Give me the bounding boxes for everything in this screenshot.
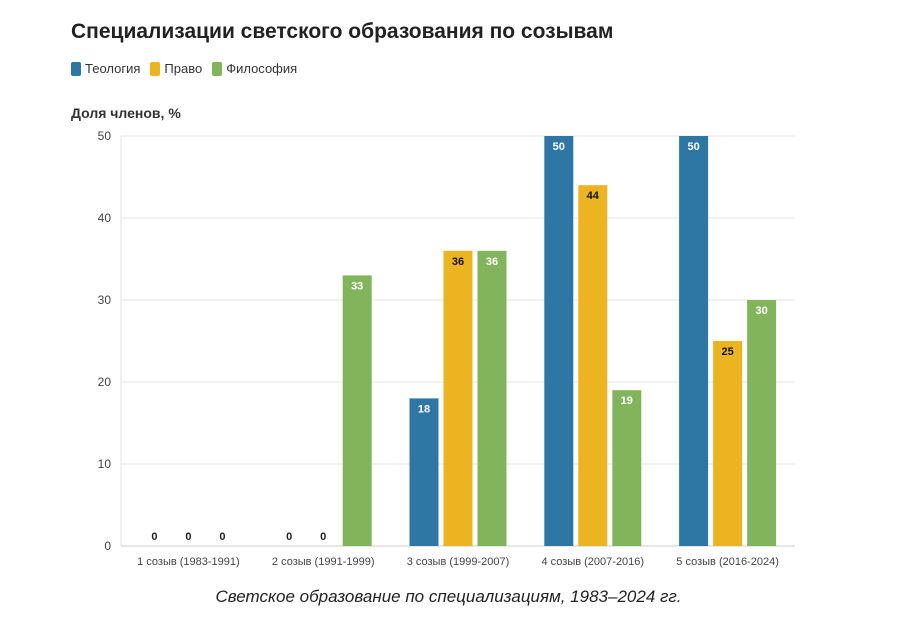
data-label: 33 [351, 280, 363, 292]
legend-label-theology: Теология [85, 61, 141, 76]
legend-label-philosophy: Философия [226, 61, 298, 76]
x-tick-label: 4 созыв (2007-2016) [542, 556, 645, 568]
y-tick-label: 0 [104, 539, 111, 553]
y-tick-label: 50 [98, 129, 112, 143]
data-label: 50 [553, 141, 565, 153]
data-label: 30 [755, 305, 767, 317]
data-label: 19 [621, 395, 633, 407]
data-label: 0 [219, 531, 225, 543]
bar-law [713, 341, 743, 546]
x-tick-label: 1 созыв (1983-1991) [137, 556, 240, 568]
y-tick-label: 20 [98, 375, 112, 389]
bar-philosophy [477, 250, 507, 547]
data-label: 25 [721, 346, 733, 358]
data-label: 0 [286, 531, 292, 543]
data-label: 36 [486, 256, 498, 268]
legend-item-law[interactable]: Право [150, 61, 202, 76]
legend-swatch-theology [71, 61, 81, 76]
data-label: 0 [320, 531, 326, 543]
data-label: 36 [452, 256, 464, 268]
legend-label-law: Право [164, 61, 203, 76]
x-tick-label: 5 созыв (2016-2024) [676, 556, 779, 568]
x-tick-label: 2 созыв (1991-1999) [272, 556, 375, 568]
bar-law [578, 185, 608, 546]
bar-philosophy [747, 300, 777, 546]
legend-item-philosophy[interactable]: Философия [212, 61, 297, 76]
legend-swatch-law [150, 61, 161, 76]
legend-item-theology[interactable]: Теология [71, 61, 140, 76]
x-tick-label: 3 созыв (1999-2007) [407, 556, 510, 568]
figure-caption: Светское образование по специализациям, … [215, 587, 682, 606]
bar-philosophy [612, 390, 642, 546]
data-label: 44 [587, 190, 600, 202]
y-tick-label: 10 [98, 457, 112, 471]
y-tick-label: 30 [98, 293, 112, 307]
data-label: 0 [151, 531, 157, 543]
bar-philosophy [342, 275, 372, 546]
bar-theology [409, 398, 439, 546]
legend: Теология Право Философия [71, 61, 297, 76]
chart-title: Специализации светского образования по с… [71, 20, 614, 43]
legend-swatch-philosophy [212, 61, 223, 76]
y-axis-label: Доля членов, % [71, 105, 181, 121]
bar-theology [679, 136, 709, 546]
y-tick-label: 40 [98, 211, 112, 225]
data-label: 50 [687, 141, 699, 153]
bar-law [443, 250, 473, 547]
bar-theology [544, 136, 574, 546]
data-label: 18 [418, 403, 430, 415]
data-label: 0 [185, 531, 191, 543]
